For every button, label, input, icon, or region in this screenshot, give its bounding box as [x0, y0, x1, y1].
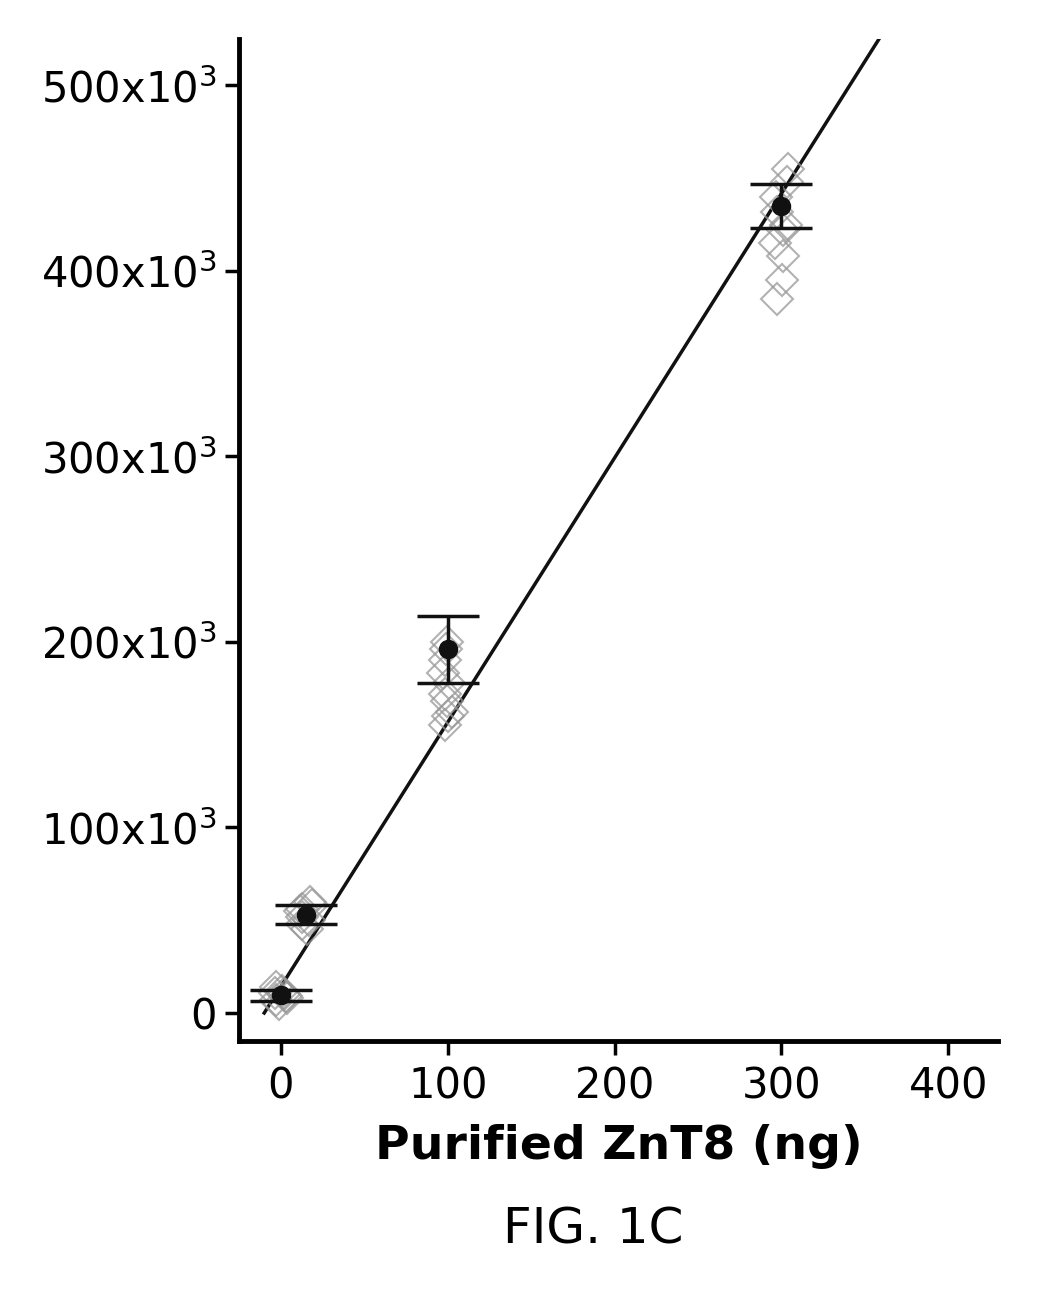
- X-axis label: Purified ZnT8 (ng): Purified ZnT8 (ng): [375, 1124, 862, 1170]
- Text: FIG. 1C: FIG. 1C: [502, 1206, 683, 1253]
